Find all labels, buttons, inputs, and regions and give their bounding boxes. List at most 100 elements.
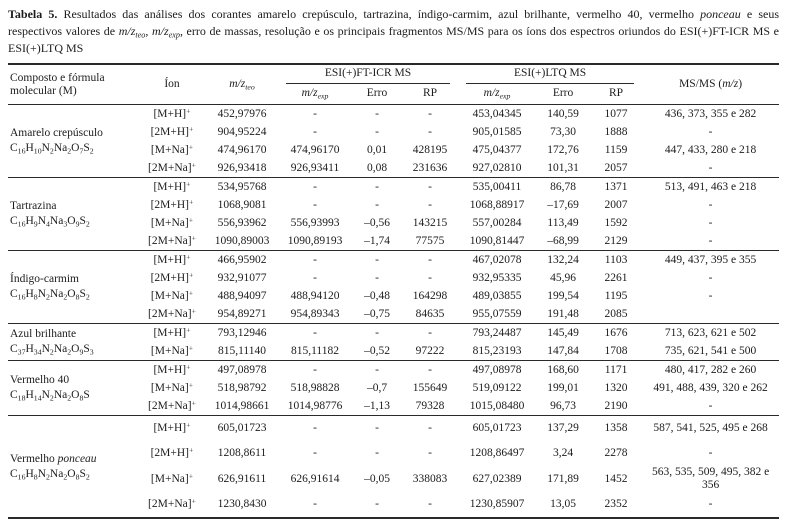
table-row: [2M+Na]+ 926,93418 926,93411 0,08 231636… — [8, 159, 779, 178]
ltq-mz-exp-cell: 1090,81447 — [469, 234, 525, 247]
mz-teo-cell: 926,93418 — [217, 161, 267, 174]
mz-teo-cell: 815,11140 — [217, 344, 267, 357]
table-row: [2M+H]+ 904,95224 - - - 905,01585 73,30 … — [8, 123, 779, 141]
ft-rp-cell: - — [428, 271, 432, 284]
ft-rp-cell: 77575 — [415, 234, 445, 247]
ltq-erro-cell: 140,59 — [536, 104, 591, 123]
mz-teo-cell: 1014,98661 — [214, 399, 270, 412]
ft-erro-cell: 0,01 — [366, 143, 388, 156]
msms-cell: - — [708, 498, 713, 510]
ltq-erro-cell: 13,05 — [550, 498, 576, 510]
table-row: [2M+H]+ 932,91077 - - - 932,95335 45,96 … — [8, 269, 779, 287]
table-row: [2M+Na]+ 1230,8430 - - - 1230,85907 13,0… — [8, 492, 779, 518]
ion-cell: [M+H]+ — [138, 104, 206, 123]
table-row: [M+Na]+ 474,96170 474,96170 0,01 428195 … — [8, 141, 779, 159]
ft-erro-cell: –0,75 — [364, 307, 390, 320]
ltq-mz-exp-cell: 1068,88917 — [469, 198, 525, 211]
mz-teo-cell: 534,95768 — [206, 177, 278, 196]
ft-rp-cell: 79328 — [415, 399, 445, 412]
ion-cell: [2M+Na]+ — [148, 397, 196, 412]
compound-cell: Tartrazina C16H9N4Na3O9S2 — [8, 177, 138, 251]
col-header-ion: Íon — [164, 78, 180, 90]
ft-rp-cell: 84635 — [415, 307, 445, 320]
ft-mz-exp-cell: - — [313, 447, 317, 459]
group-header-ft-icr: ESI(+)FT-ICR MS — [278, 64, 458, 84]
ltq-mz-exp-cell: 489,03855 — [472, 289, 522, 302]
group-header-ft-icr-label: ESI(+)FT-ICR MS — [286, 67, 451, 84]
header-row-groups: Composto e fórmula molecular (M) Íon m/z… — [8, 64, 779, 97]
ft-mz-exp-cell: 954,89343 — [290, 307, 340, 320]
table-row: [M+Na]+ 815,11140 815,11182 –0,52 97222 … — [8, 342, 779, 361]
mz-teo-cell: 954,89271 — [217, 307, 267, 320]
ft-mz-exp-cell: - — [278, 104, 352, 123]
ltq-erro-cell: 86,78 — [536, 177, 591, 196]
ft-mz-exp-cell: - — [278, 360, 352, 379]
mz-teo-cell: 605,01723 — [206, 415, 278, 441]
mz-teo-cell: 1230,8430 — [217, 498, 267, 510]
ft-mz-exp-cell: - — [278, 177, 352, 196]
ft-mz-exp-cell: - — [313, 198, 317, 211]
ft-mz-exp-cell: 474,96170 — [290, 143, 340, 156]
msms-cell: 735, 621, 541 e 500 — [664, 344, 757, 357]
ion-cell: [M+H]+ — [138, 250, 206, 269]
ft-erro-cell: - — [352, 250, 402, 269]
ft-mz-exp-cell: - — [313, 271, 317, 284]
ltq-mz-exp-cell: 475,04377 — [472, 143, 522, 156]
ltq-mz-exp-cell: 955,07559 — [472, 307, 522, 320]
table-row: Amarelo crepúsculo C16H10N2Na2O7S2 [M+H]… — [8, 104, 780, 178]
ion-cell: [M+Na]+ — [150, 214, 194, 229]
ft-mz-exp-cell: - — [278, 323, 352, 342]
table-row: Azul brilhante C37H34N2Na2O9S3 [M+H]+ 79… — [8, 323, 780, 361]
ft-rp-cell: - — [428, 498, 432, 510]
ft-erro-cell: - — [375, 498, 379, 510]
col-header-ft-erro: Erro — [366, 87, 388, 99]
ltq-rp-cell: 2278 — [604, 447, 628, 459]
ltq-rp-cell: 1888 — [604, 125, 628, 138]
table-row: [2M+Na]+ 1014,98661 1014,98776 –1,13 793… — [8, 397, 779, 416]
msms-cell: - — [708, 447, 713, 459]
ltq-mz-exp-cell: 932,95335 — [472, 271, 522, 284]
ltq-mz-exp-cell: 497,08978 — [458, 360, 537, 379]
msms-cell: - — [708, 399, 713, 412]
ft-rp-cell: - — [428, 447, 432, 459]
compound-formula: C16H9N4Na3O9S2 — [10, 215, 90, 229]
col-header-ltq-erro: Erro — [552, 87, 574, 99]
table-row: [M+Na]+ 556,93962 556,93993 –0,56 143215… — [8, 214, 779, 232]
msms-cell: - — [708, 216, 713, 229]
ft-rp-cell: - — [402, 415, 459, 441]
table-header: Composto e fórmula molecular (M) Íon m/z… — [8, 64, 780, 105]
ft-mz-exp-cell: - — [278, 415, 352, 441]
table-row: Vermelho 40 C18H14N2Na2O8S [M+H]+ 497,08… — [8, 360, 780, 416]
col-header-ltq-mz-exp: m/zexp — [483, 87, 511, 101]
ft-erro-cell: - — [352, 415, 402, 441]
msms-cell: - — [708, 234, 713, 247]
ion-cell: [M+Na]+ — [150, 379, 194, 394]
ltq-rp-cell: 1077 — [590, 104, 643, 123]
ft-erro-cell: - — [352, 323, 402, 342]
msms-cell: 713, 623, 621 e 502 — [642, 323, 780, 342]
table-row: Vermelho ponceau C16H8N2Na2O8S2 [M+H]+ 6… — [8, 415, 780, 518]
msms-cell: 436, 373, 355 e 282 — [642, 104, 780, 123]
table-row: Índigo-carmim C16H8N2Na2O8S2 [M+H]+ 466,… — [8, 250, 780, 324]
ltq-rp-cell: 2352 — [604, 498, 628, 510]
mz-teo-cell: 474,96170 — [217, 143, 267, 156]
ion-cell: [2M+Na]+ — [148, 159, 196, 174]
results-table: Composto e fórmula molecular (M) Íon m/z… — [8, 63, 780, 519]
compound-name: Vermelho 40 — [10, 374, 70, 386]
header-row-subcolumns: m/zexp Erro RP m/zexp Erro RP — [8, 84, 779, 105]
ltq-mz-exp-cell: 453,04345 — [458, 104, 537, 123]
msms-cell — [642, 305, 779, 324]
ltq-rp-cell: 2007 — [604, 198, 628, 211]
compound-formula: C37H34N2Na2O9S3 — [10, 343, 94, 357]
ft-mz-exp-cell: - — [278, 250, 352, 269]
ft-erro-cell: –1,74 — [364, 234, 390, 247]
ft-mz-exp-cell: 815,11182 — [290, 344, 340, 357]
ltq-mz-exp-cell: 627,02389 — [472, 472, 522, 485]
ft-rp-cell: 143215 — [412, 216, 448, 229]
ft-erro-cell: –0,7 — [366, 381, 388, 394]
ion-cell: [M+H]+ — [138, 360, 206, 379]
ltq-rp-cell: 2261 — [604, 271, 628, 284]
ltq-erro-cell: 168,60 — [536, 360, 591, 379]
ltq-rp-cell: 2057 — [604, 161, 628, 174]
ft-rp-cell: - — [402, 360, 459, 379]
